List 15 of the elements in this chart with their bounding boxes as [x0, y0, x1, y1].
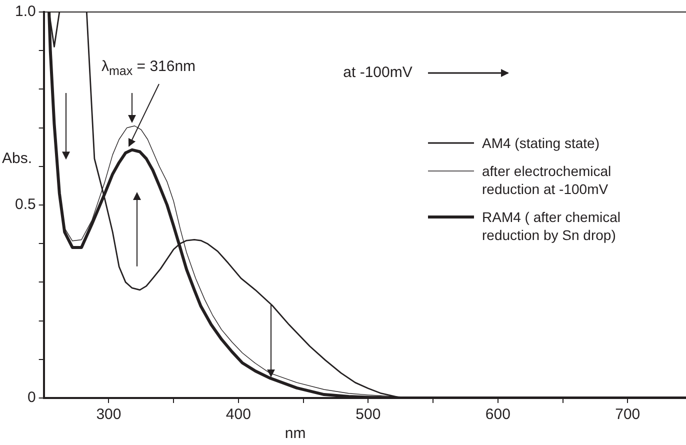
y-tick-label: 0.5 — [14, 196, 36, 214]
x-tick-label: 500 — [356, 406, 381, 424]
y-axis-title: Abs. — [2, 150, 32, 167]
annotation: at -100mV — [343, 64, 412, 81]
legend-label: after electrochemical reduction at -100mV — [482, 162, 612, 198]
legend-label: RAM4 ( after chemical reduction by Sn drop) — [482, 208, 622, 244]
annotation: λ$_{max}$ = 316nm — [101, 58, 196, 78]
x-tick-label: 300 — [96, 406, 122, 424]
x-tick-label: 600 — [485, 406, 510, 424]
y-tick-label: 1.0 — [14, 3, 36, 20]
y-tick-label: 0 — [28, 389, 36, 406]
x-tick-label: 400 — [226, 406, 251, 424]
x-axis-title: nm — [284, 425, 306, 442]
x-tick-label: 700 — [615, 406, 640, 424]
legend-label: AM4 (stating state) — [482, 134, 600, 152]
